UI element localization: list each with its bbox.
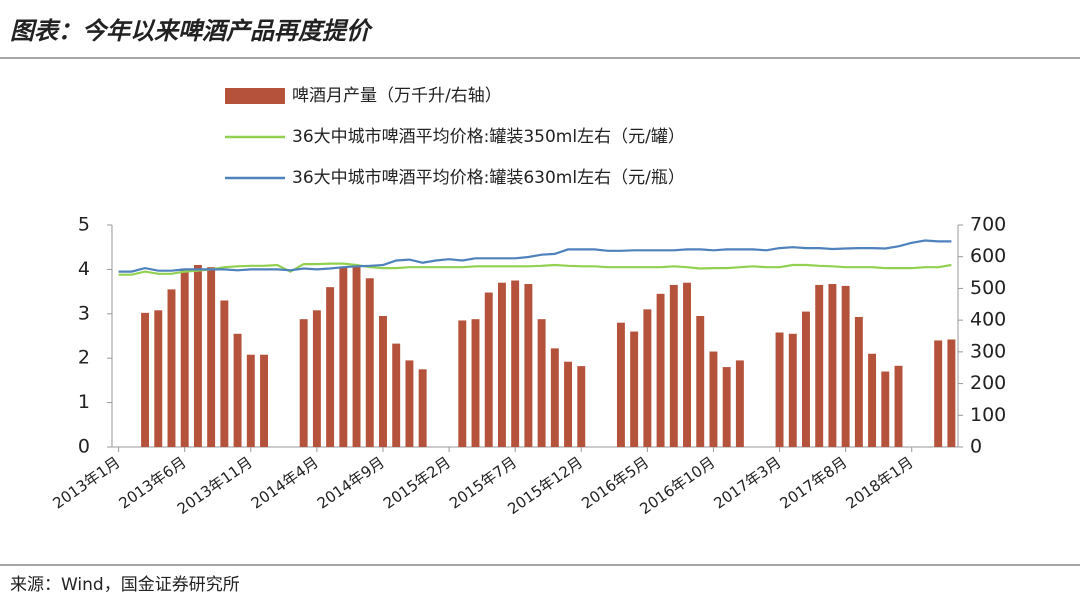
x-tick-label: 2013年11月 bbox=[174, 453, 256, 518]
bar bbox=[947, 339, 956, 447]
bar bbox=[934, 340, 943, 447]
bar bbox=[220, 300, 229, 447]
bar bbox=[405, 360, 414, 447]
bar bbox=[722, 367, 731, 447]
source-note: 来源：Wind，国金证券研究所 bbox=[10, 575, 240, 595]
bar bbox=[894, 365, 903, 447]
legend-swatch bbox=[225, 88, 285, 104]
bar bbox=[511, 280, 520, 447]
y2-tick-label: 0 bbox=[970, 436, 982, 458]
bar bbox=[802, 311, 810, 447]
bar bbox=[260, 354, 268, 447]
bar bbox=[775, 332, 784, 447]
x-tick-label: 2016年10月 bbox=[637, 453, 719, 518]
y2-tick-label: 100 bbox=[970, 404, 1006, 426]
bar bbox=[537, 319, 546, 447]
bar bbox=[180, 268, 189, 447]
bar bbox=[233, 333, 242, 447]
bar bbox=[577, 366, 586, 447]
bar bbox=[696, 316, 705, 447]
bar bbox=[339, 267, 348, 447]
bar bbox=[828, 283, 837, 447]
bar bbox=[497, 282, 506, 447]
line bbox=[118, 262, 952, 276]
y-tick-label: 2 bbox=[78, 347, 90, 369]
bar bbox=[881, 371, 890, 447]
bar bbox=[669, 284, 678, 447]
bar bbox=[167, 289, 176, 447]
bar bbox=[735, 360, 744, 447]
x-tick-label: 2014年4月 bbox=[248, 453, 322, 512]
legend-label: 啤酒月产量（万千升/右轴） bbox=[292, 86, 502, 106]
bar bbox=[643, 309, 652, 447]
y2-tick-label: 600 bbox=[970, 245, 1006, 267]
bar bbox=[709, 351, 718, 447]
line bbox=[118, 239, 952, 273]
y2-tick-label: 300 bbox=[970, 340, 1006, 362]
bar bbox=[365, 278, 374, 447]
bar bbox=[471, 319, 480, 447]
bar bbox=[841, 285, 850, 447]
bar bbox=[299, 319, 308, 447]
bar bbox=[312, 310, 321, 447]
bar bbox=[326, 287, 335, 447]
x-tick-label: 2014年9月 bbox=[314, 453, 388, 512]
bar bbox=[352, 264, 361, 447]
bar bbox=[524, 283, 533, 447]
y-tick-label: 1 bbox=[78, 391, 90, 413]
y2-tick-label: 200 bbox=[970, 372, 1006, 394]
y-tick-label: 4 bbox=[78, 258, 90, 280]
bar bbox=[379, 316, 387, 447]
bar bbox=[458, 320, 467, 447]
legend-label: 36大中城市啤酒平均价格:罐装350ml左右（元/罐） bbox=[292, 127, 685, 147]
x-tick-label: 2015年12月 bbox=[504, 453, 586, 518]
bar bbox=[246, 354, 255, 447]
bar bbox=[193, 264, 202, 447]
x-tick-label: 2013年1月 bbox=[49, 453, 123, 512]
bar bbox=[616, 322, 625, 447]
bar bbox=[141, 312, 150, 447]
x-tick-label: 2015年2月 bbox=[380, 453, 454, 512]
bar bbox=[564, 361, 573, 447]
x-tick-label: 2017年8月 bbox=[777, 453, 851, 512]
bar bbox=[868, 353, 877, 447]
y-tick-label: 0 bbox=[78, 436, 90, 458]
y2-tick-label: 500 bbox=[970, 277, 1006, 299]
bar bbox=[683, 282, 691, 447]
legend-label: 36大中城市啤酒平均价格:罐装630ml左右（元/瓶） bbox=[292, 168, 685, 188]
bar bbox=[815, 284, 824, 447]
bar bbox=[788, 333, 797, 447]
bar bbox=[630, 331, 639, 447]
y-tick-label: 3 bbox=[78, 302, 90, 324]
y-tick-label: 5 bbox=[78, 214, 90, 236]
x-tick-label: 2018年1月 bbox=[843, 453, 917, 512]
page-title: 图表：今年以来啤酒产品再度提价 bbox=[10, 17, 373, 45]
bar bbox=[854, 316, 863, 447]
bar bbox=[484, 292, 493, 447]
bar bbox=[154, 310, 163, 447]
y2-tick-label: 400 bbox=[970, 309, 1006, 331]
bar bbox=[207, 267, 216, 447]
y2-tick-label: 700 bbox=[970, 214, 1006, 236]
bar bbox=[392, 343, 401, 447]
bar bbox=[418, 369, 427, 447]
bar bbox=[550, 348, 559, 447]
bar bbox=[656, 293, 665, 447]
x-tick-label: 2017年3月 bbox=[710, 453, 784, 512]
